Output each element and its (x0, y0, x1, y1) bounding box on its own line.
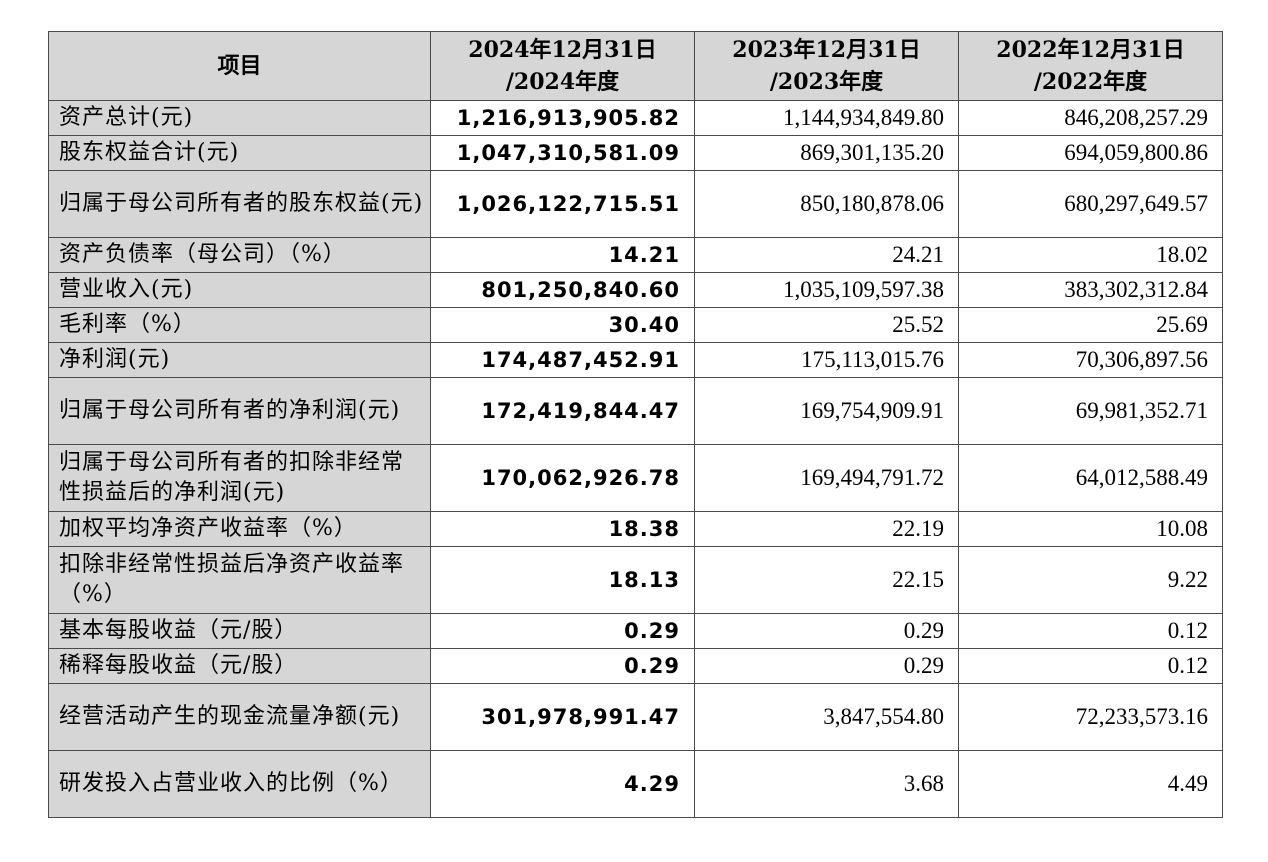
row-label: 归属于母公司所有者的扣除非经常性损益后的净利润(元) (48, 444, 431, 512)
table-row: 净利润(元) 174,487,452.91 175,113,015.76 70,… (48, 342, 1223, 378)
table-row: 研发投入占营业收入的比例（%） 4.29 3.68 4.49 (48, 750, 1223, 818)
row-label: 资产总计(元) (48, 100, 431, 136)
value-2022: 64,012,588.49 (958, 444, 1223, 512)
value-2023: 22.15 (694, 546, 959, 614)
row-label: 加权平均净资产收益率（%） (48, 511, 431, 547)
value-2022: 72,233,573.16 (958, 683, 1223, 751)
row-label: 归属于母公司所有者的股东权益(元) (48, 170, 431, 238)
table-row: 资产总计(元) 1,216,913,905.82 1,144,934,849.8… (48, 100, 1223, 136)
table-row: 扣除非经常性损益后净资产收益率（%） 18.13 22.15 9.22 (48, 546, 1223, 614)
row-label: 稀释每股收益（元/股） (48, 648, 431, 684)
value-2022: 680,297,649.57 (958, 170, 1223, 238)
value-2024: 1,216,913,905.82 (430, 100, 695, 136)
table-row: 毛利率（%） 30.40 25.52 25.69 (48, 307, 1223, 343)
value-2023: 3.68 (694, 750, 959, 818)
value-2023: 850,180,878.06 (694, 170, 959, 238)
value-2022: 694,059,800.86 (958, 135, 1223, 171)
value-2023: 0.29 (694, 613, 959, 649)
value-2023: 0.29 (694, 648, 959, 684)
row-label: 研发投入占营业收入的比例（%） (48, 750, 431, 818)
value-2023: 175,113,015.76 (694, 342, 959, 378)
value-2023: 24.21 (694, 237, 959, 273)
value-2024: 18.38 (430, 511, 695, 547)
table-row: 营业收入(元) 801,250,840.60 1,035,109,597.38 … (48, 272, 1223, 308)
row-label: 毛利率（%） (48, 307, 431, 343)
value-2022: 383,302,312.84 (958, 272, 1223, 308)
table-row: 经营活动产生的现金流量净额(元) 301,978,991.47 3,847,55… (48, 683, 1223, 751)
header-2023: 2023年12月31日 /2023年度 (694, 31, 959, 101)
row-label: 营业收入(元) (48, 272, 431, 308)
row-label: 基本每股收益（元/股） (48, 613, 431, 649)
row-label: 净利润(元) (48, 342, 431, 378)
value-2024: 174,487,452.91 (430, 342, 695, 378)
header-2022: 2022年12月31日 /2022年度 (958, 31, 1223, 101)
table-row: 归属于母公司所有者的净利润(元) 172,419,844.47 169,754,… (48, 377, 1223, 445)
value-2024: 172,419,844.47 (430, 377, 695, 445)
value-2024: 0.29 (430, 613, 695, 649)
value-2022: 69,981,352.71 (958, 377, 1223, 445)
value-2022: 18.02 (958, 237, 1223, 273)
row-label: 经营活动产生的现金流量净额(元) (48, 683, 431, 751)
value-2023: 869,301,135.20 (694, 135, 959, 171)
value-2023: 169,494,791.72 (694, 444, 959, 512)
value-2022: 0.12 (958, 613, 1223, 649)
value-2024: 4.29 (430, 750, 695, 818)
table-row: 基本每股收益（元/股） 0.29 0.29 0.12 (48, 613, 1223, 649)
value-2024: 30.40 (430, 307, 695, 343)
value-2024: 18.13 (430, 546, 695, 614)
row-label: 扣除非经常性损益后净资产收益率（%） (48, 546, 431, 614)
value-2022: 4.49 (958, 750, 1223, 818)
value-2023: 22.19 (694, 511, 959, 547)
value-2022: 0.12 (958, 648, 1223, 684)
table-row: 归属于母公司所有者的股东权益(元) 1,026,122,715.51 850,1… (48, 170, 1223, 238)
value-2022: 9.22 (958, 546, 1223, 614)
value-2024: 801,250,840.60 (430, 272, 695, 308)
value-2023: 3,847,554.80 (694, 683, 959, 751)
value-2022: 70,306,897.56 (958, 342, 1223, 378)
value-2023: 25.52 (694, 307, 959, 343)
row-label: 股东权益合计(元) (48, 135, 431, 171)
financial-summary-table: 项目 2024年12月31日 /2024年度 2023年12月31日 /2023… (48, 31, 1223, 818)
value-2024: 170,062,926.78 (430, 444, 695, 512)
table-row: 股东权益合计(元) 1,047,310,581.09 869,301,135.2… (48, 135, 1223, 171)
value-2024: 301,978,991.47 (430, 683, 695, 751)
table-row: 稀释每股收益（元/股） 0.29 0.29 0.12 (48, 648, 1223, 684)
header-item: 项目 (48, 31, 431, 101)
table-row: 加权平均净资产收益率（%） 18.38 22.19 10.08 (48, 511, 1223, 547)
table-header-row: 项目 2024年12月31日 /2024年度 2023年12月31日 /2023… (48, 31, 1223, 101)
table-row: 归属于母公司所有者的扣除非经常性损益后的净利润(元) 170,062,926.7… (48, 444, 1223, 512)
table-row: 资产负债率（母公司）（%） 14.21 24.21 18.02 (48, 237, 1223, 273)
row-label: 资产负债率（母公司）（%） (48, 237, 431, 273)
value-2024: 1,047,310,581.09 (430, 135, 695, 171)
value-2022: 846,208,257.29 (958, 100, 1223, 136)
row-label: 归属于母公司所有者的净利润(元) (48, 377, 431, 445)
value-2023: 1,144,934,849.80 (694, 100, 959, 136)
value-2024: 14.21 (430, 237, 695, 273)
value-2022: 25.69 (958, 307, 1223, 343)
header-2024: 2024年12月31日 /2024年度 (430, 31, 695, 101)
value-2024: 0.29 (430, 648, 695, 684)
value-2022: 10.08 (958, 511, 1223, 547)
value-2023: 1,035,109,597.38 (694, 272, 959, 308)
value-2023: 169,754,909.91 (694, 377, 959, 445)
value-2024: 1,026,122,715.51 (430, 170, 695, 238)
